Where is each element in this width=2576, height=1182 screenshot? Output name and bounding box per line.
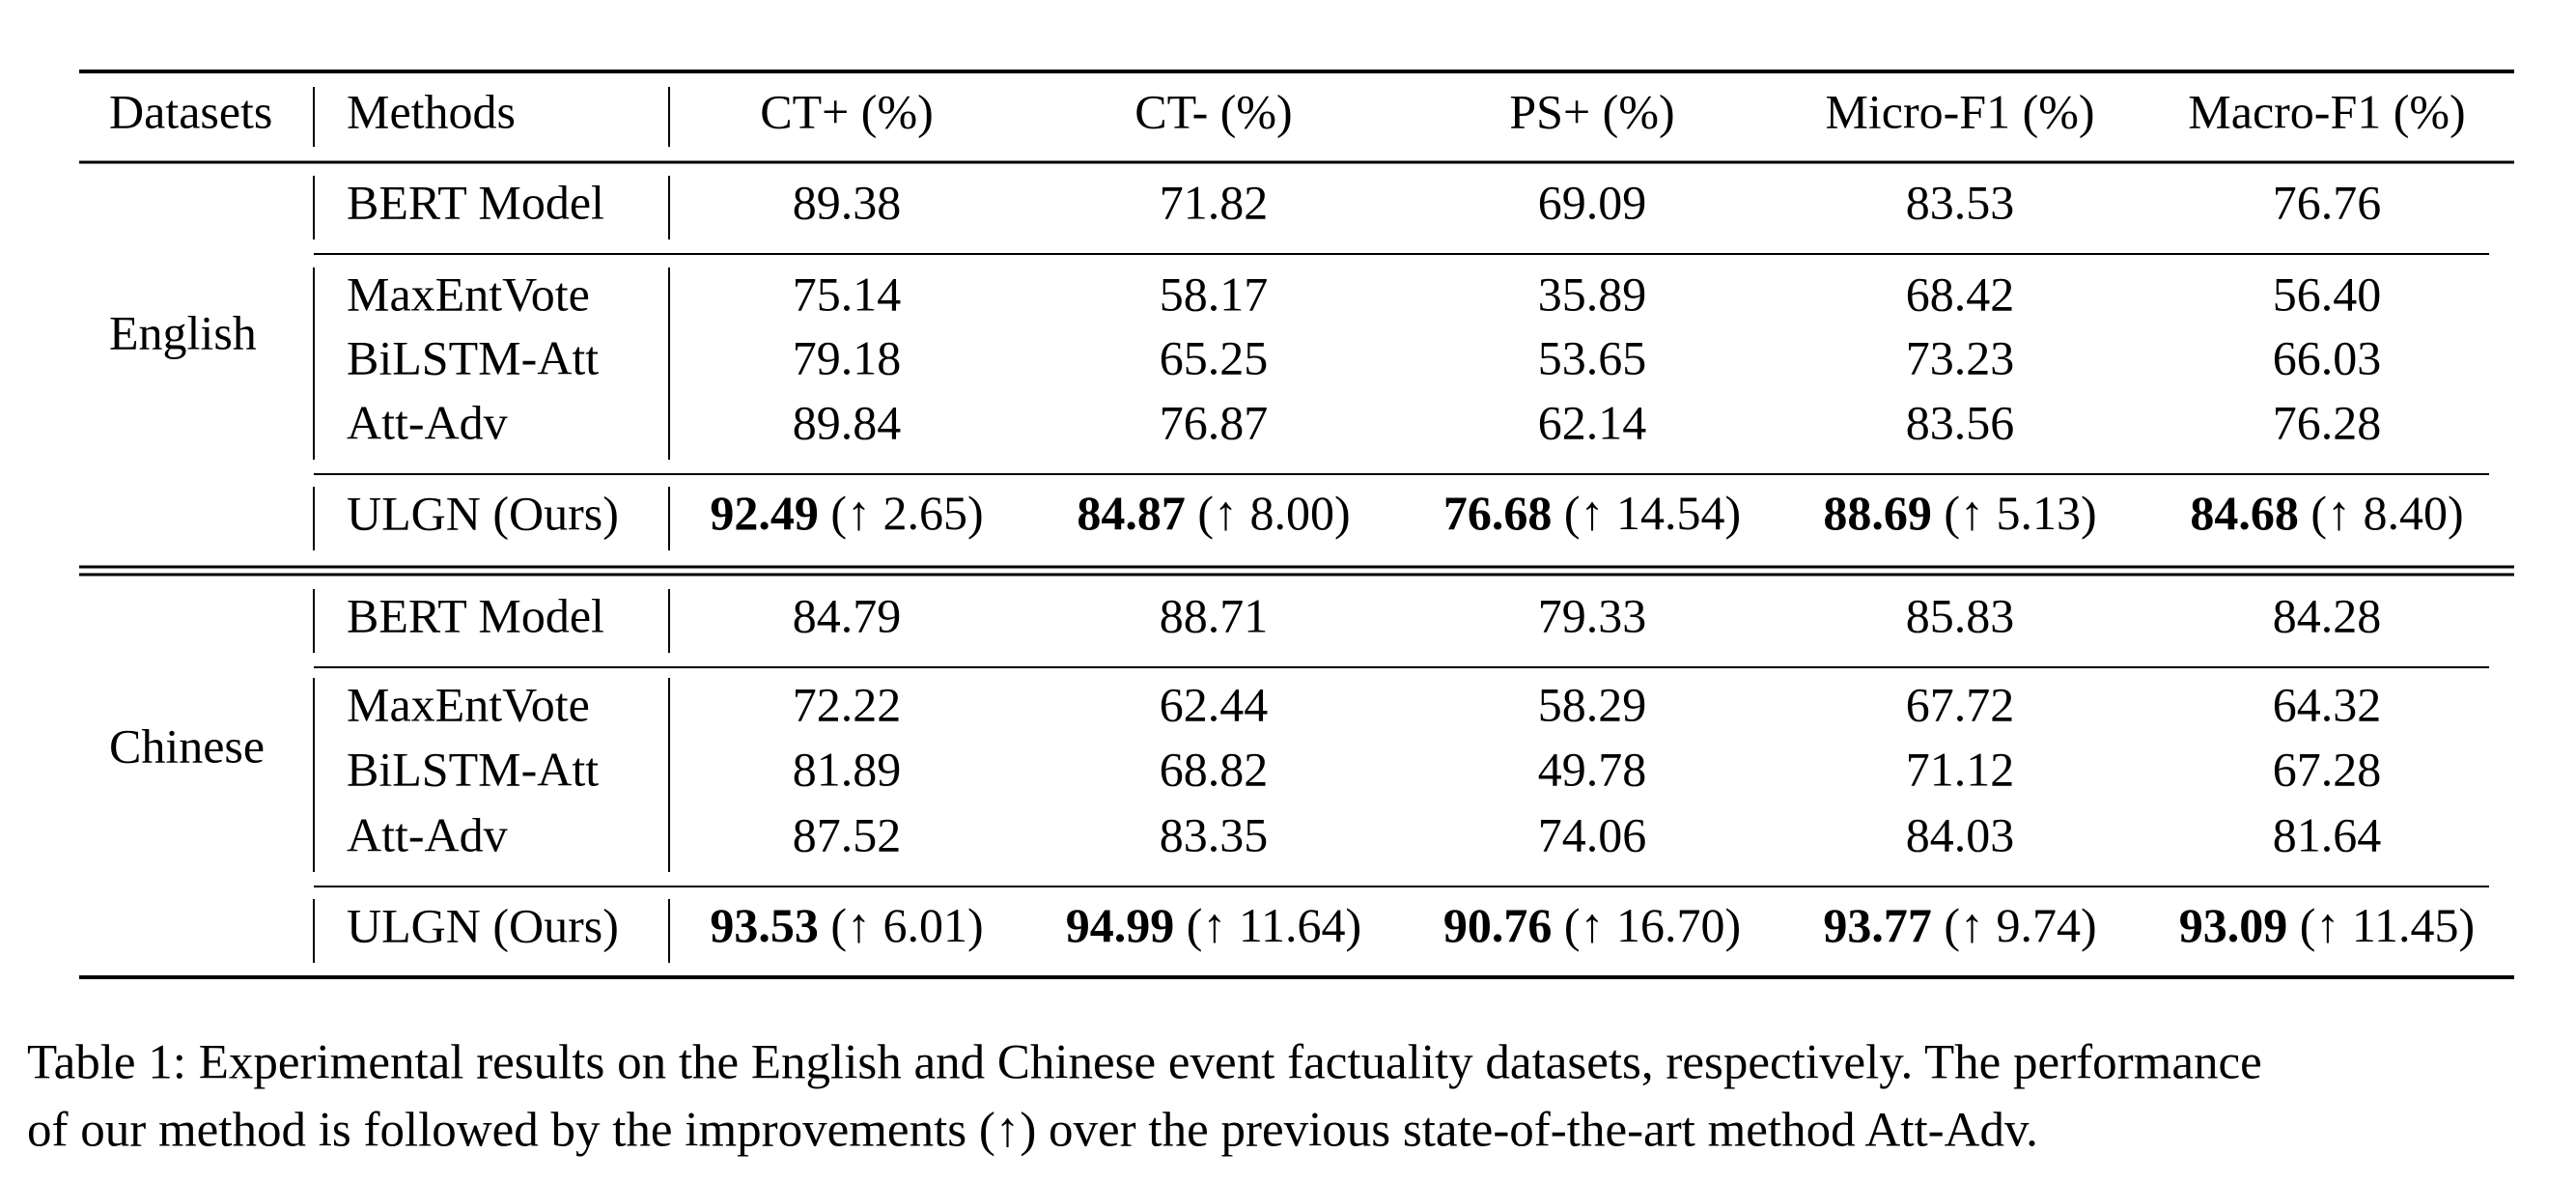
score-cell: 66.03 <box>2273 330 2382 384</box>
improvement: (↑ 16.70) <box>1564 898 1741 952</box>
score-cell: 71.12 <box>1906 742 2015 796</box>
header-cell: Macro-F1 (%) <box>2188 84 2465 138</box>
dataset-label: English <box>109 305 257 359</box>
best-score: 93.53 <box>710 898 819 952</box>
score-cell: 49.78 <box>1538 742 1647 796</box>
method-name: BERT Model <box>347 588 604 642</box>
score-cell: 84.79 <box>793 588 902 642</box>
score-cell: 89.38 <box>793 175 902 229</box>
improvement: (↑ 6.01) <box>830 898 983 952</box>
best-score: 92.49 <box>710 486 819 540</box>
score-cell: 93.09 (↑ 11.45) <box>2179 898 2475 952</box>
score-cell: 72.22 <box>793 677 902 731</box>
score-cell: 68.82 <box>1160 742 1269 796</box>
method-name: BiLSTM-Att <box>347 330 599 384</box>
score-cell: 76.87 <box>1160 395 1269 449</box>
score-cell: 58.29 <box>1538 677 1647 731</box>
score-cell: 83.56 <box>1906 395 2015 449</box>
best-score: 84.68 <box>2190 486 2299 540</box>
method-name: ULGN (Ours) <box>347 898 619 952</box>
score-cell: 89.84 <box>793 395 902 449</box>
score-cell: 76.76 <box>2273 175 2382 229</box>
score-cell: 83.53 <box>1906 175 2015 229</box>
score-cell: 62.44 <box>1160 677 1269 731</box>
caption-line: Table 1: Experimental results on the Eng… <box>27 1036 2262 1090</box>
improvement: (↑ 11.45) <box>2300 898 2475 952</box>
method-name: ULGN (Ours) <box>347 486 619 540</box>
score-cell: 84.68 (↑ 8.40) <box>2190 486 2463 540</box>
method-name: Att-Adv <box>347 395 508 449</box>
score-cell: 88.71 <box>1160 588 1269 642</box>
score-cell: 35.89 <box>1538 267 1647 321</box>
score-cell: 68.42 <box>1906 267 2015 321</box>
score-cell: 84.03 <box>1906 807 2015 861</box>
method-name: BERT Model <box>347 175 604 229</box>
method-name: MaxEntVote <box>347 267 590 321</box>
improvement: (↑ 9.74) <box>1944 898 2096 952</box>
score-cell: 62.14 <box>1538 395 1647 449</box>
score-cell: 90.76 (↑ 16.70) <box>1443 898 1741 952</box>
header-cell: PS+ (%) <box>1509 84 1674 138</box>
score-cell: 53.65 <box>1538 330 1647 384</box>
improvement: (↑ 8.00) <box>1197 486 1350 540</box>
score-cell: 64.32 <box>2273 677 2382 731</box>
score-cell: 93.53 (↑ 6.01) <box>710 898 983 952</box>
header-cell: CT+ (%) <box>760 84 934 138</box>
score-cell: 84.87 (↑ 8.00) <box>1077 486 1350 540</box>
score-cell: 76.68 (↑ 14.54) <box>1443 486 1741 540</box>
method-name: BiLSTM-Att <box>347 742 599 796</box>
best-score: 88.69 <box>1823 486 1932 540</box>
score-cell: 81.64 <box>2273 807 2382 861</box>
score-cell: 67.72 <box>1906 677 2015 731</box>
dataset-label: Chinese <box>109 718 265 773</box>
score-cell: 84.28 <box>2273 588 2382 642</box>
score-cell: 94.99 (↑ 11.64) <box>1066 898 1361 952</box>
score-cell: 88.69 (↑ 5.13) <box>1823 486 2096 540</box>
improvement: (↑ 8.40) <box>2310 486 2463 540</box>
best-score: 84.87 <box>1077 486 1186 540</box>
score-cell: 79.18 <box>793 330 902 384</box>
score-cell: 79.33 <box>1538 588 1647 642</box>
best-score: 76.68 <box>1443 486 1553 540</box>
header-cell: Datasets <box>109 84 272 138</box>
best-score: 93.09 <box>2179 898 2288 952</box>
score-cell: 93.77 (↑ 9.74) <box>1823 898 2096 952</box>
score-cell: 71.82 <box>1160 175 1269 229</box>
score-cell: 74.06 <box>1538 807 1647 861</box>
header-cell: Methods <box>347 84 516 138</box>
score-cell: 58.17 <box>1160 267 1269 321</box>
score-cell: 67.28 <box>2273 742 2382 796</box>
score-cell: 85.83 <box>1906 588 2015 642</box>
method-name: MaxEntVote <box>347 677 590 731</box>
improvement: (↑ 14.54) <box>1564 486 1741 540</box>
improvement: (↑ 11.64) <box>1187 898 1361 952</box>
score-cell: 65.25 <box>1160 330 1269 384</box>
score-cell: 81.89 <box>793 742 902 796</box>
improvement: (↑ 5.13) <box>1944 486 2096 540</box>
best-score: 94.99 <box>1066 898 1175 952</box>
caption-line: of our method is followed by the improve… <box>27 1104 2038 1158</box>
score-cell: 56.40 <box>2273 267 2382 321</box>
score-cell: 69.09 <box>1538 175 1647 229</box>
score-cell: 76.28 <box>2273 395 2382 449</box>
score-cell: 73.23 <box>1906 330 2015 384</box>
method-name: Att-Adv <box>347 807 508 861</box>
header-cell: Micro-F1 (%) <box>1825 84 2094 138</box>
score-cell: 83.35 <box>1160 807 1269 861</box>
score-cell: 75.14 <box>793 267 902 321</box>
score-cell: 92.49 (↑ 2.65) <box>710 486 983 540</box>
best-score: 93.77 <box>1823 898 1932 952</box>
header-cell: CT- (%) <box>1134 84 1292 138</box>
improvement: (↑ 2.65) <box>830 486 983 540</box>
best-score: 90.76 <box>1443 898 1553 952</box>
score-cell: 87.52 <box>793 807 902 861</box>
